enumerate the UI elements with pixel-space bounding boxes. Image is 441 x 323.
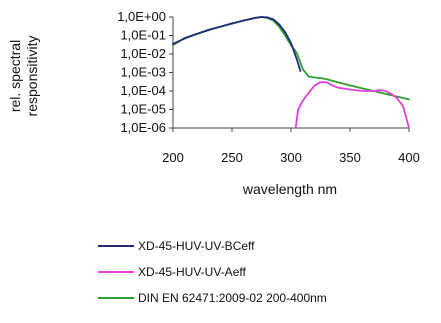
legend-label: XD-45-HUV-UV-Aeff — [138, 265, 246, 279]
x-tick-label: 300 — [280, 150, 302, 165]
y-tick-label: 1,0E-01 — [120, 28, 166, 43]
y-tick-label: 1,0E-02 — [120, 46, 166, 61]
y-tick-label: 1,0E-04 — [120, 83, 166, 98]
series-line-1 — [172, 16, 302, 72]
legend-label: DIN EN 62471:2009-02 200-400nm — [138, 291, 327, 305]
x-tick-label: 200 — [162, 150, 184, 165]
y-tick-label: 1,0E-03 — [120, 65, 166, 80]
y-tick-label: 1,0E-06 — [120, 120, 166, 135]
legend-label: XD-45-HUV-UV-BCeff — [138, 239, 255, 253]
series-line-2 — [294, 81, 410, 129]
y-axis-title-line-1: rel. spectral — [7, 40, 23, 112]
x-tick-label: 400 — [398, 150, 420, 165]
y-tick-label: 1,0E-05 — [120, 102, 166, 117]
y-axis-title-line-2: responsitivity — [24, 36, 40, 117]
x-tick-label: 350 — [339, 150, 361, 165]
x-tick-label: 250 — [221, 150, 243, 165]
x-axis-title: wavelength nm — [242, 181, 337, 197]
y-tick-label: 1,0E+00 — [117, 9, 166, 24]
